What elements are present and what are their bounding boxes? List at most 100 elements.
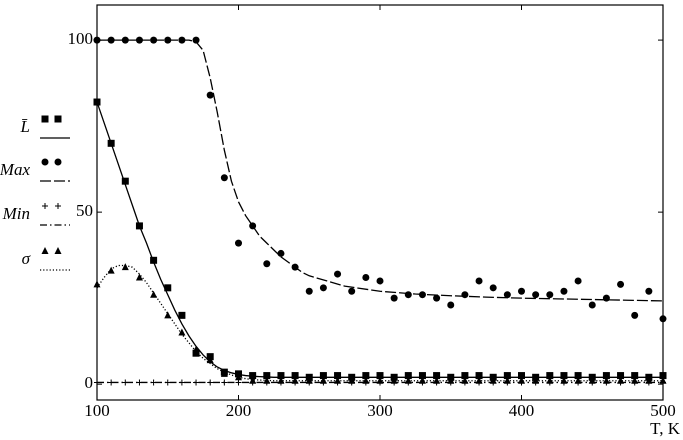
triangle-marker	[447, 376, 455, 384]
triangle-marker	[645, 376, 653, 384]
circle-marker	[390, 294, 398, 302]
triangle-marker	[206, 356, 214, 364]
y-tick-label: 50	[76, 201, 93, 220]
plus-marker	[207, 379, 214, 386]
triangle-marker	[659, 376, 667, 384]
square-marker	[192, 349, 200, 357]
plus-marker	[42, 203, 48, 209]
square-marker	[418, 372, 426, 380]
triangle-marker	[489, 376, 497, 384]
triangle-marker	[532, 376, 540, 384]
square-marker	[433, 372, 441, 380]
triangle-marker	[348, 376, 356, 384]
circle-marker	[560, 287, 568, 295]
circle-marker	[305, 287, 313, 295]
square-marker	[659, 372, 667, 380]
triangle-marker	[263, 376, 271, 384]
circle-marker	[220, 174, 228, 182]
fit-line	[97, 39, 664, 302]
x-tick-label: 100	[84, 401, 110, 420]
triangle-marker	[164, 311, 172, 319]
circle-marker	[532, 291, 540, 299]
triangle-marker	[376, 376, 384, 384]
plus-marker	[55, 203, 61, 209]
circle-marker	[376, 277, 384, 285]
triangle-marker	[503, 376, 511, 384]
square-marker	[150, 256, 158, 264]
triangle-marker	[560, 376, 568, 384]
plus-marker	[136, 379, 143, 386]
triangle-marker	[192, 345, 200, 353]
triangle-marker	[150, 290, 158, 298]
circle-marker	[164, 36, 172, 44]
circle-marker	[235, 239, 242, 247]
x-tick-label: 200	[226, 401, 252, 420]
triangle-marker	[178, 328, 186, 336]
circle-marker	[659, 315, 667, 323]
triangle-marker	[319, 376, 327, 384]
triangle-marker	[334, 376, 342, 384]
fit-line	[96, 101, 663, 378]
x-tick-label: 400	[509, 401, 535, 420]
triangle-marker	[518, 376, 525, 384]
circle-marker	[348, 287, 356, 295]
triangle-marker	[220, 369, 228, 377]
plus-marker	[94, 379, 100, 386]
triangle-marker	[54, 247, 62, 254]
triangle-marker	[277, 376, 285, 384]
plus-marker	[221, 379, 228, 386]
square-marker	[376, 372, 384, 380]
square-marker	[135, 222, 143, 230]
circle-marker	[291, 263, 299, 271]
circle-marker	[54, 158, 62, 166]
square-marker	[178, 311, 186, 319]
circle-marker	[263, 260, 271, 268]
circle-marker	[362, 274, 370, 282]
triangle-marker	[249, 376, 257, 384]
triangle-marker	[93, 280, 101, 288]
circle-marker	[475, 277, 483, 285]
circle-marker	[206, 91, 214, 99]
plus-marker	[108, 379, 115, 386]
circle-marker	[418, 291, 426, 299]
square-marker	[518, 372, 525, 380]
triangle-marker	[631, 376, 639, 384]
x-axis-label: T, K	[650, 419, 681, 438]
legend-label: σ	[22, 249, 31, 268]
circle-marker	[645, 287, 653, 295]
triangle-marker	[574, 376, 582, 384]
legend-label: Max	[0, 160, 30, 179]
triangle-marker	[305, 376, 313, 384]
circle-marker	[192, 36, 200, 44]
square-marker	[121, 177, 129, 185]
triangle-marker	[362, 376, 370, 384]
triangle-marker	[135, 273, 143, 281]
y-tick-label: 100	[68, 29, 94, 48]
circle-marker	[41, 158, 49, 166]
square-marker	[41, 115, 49, 123]
square-marker	[602, 372, 610, 380]
circle-marker	[121, 36, 129, 44]
triangle-marker	[121, 263, 129, 271]
circle-marker	[404, 291, 412, 299]
circle-marker	[93, 36, 101, 44]
square-marker	[546, 372, 554, 380]
circle-marker	[150, 36, 158, 44]
square-marker	[503, 372, 511, 380]
plus-marker	[150, 379, 157, 386]
circle-marker	[334, 270, 342, 278]
x-tick-label: 300	[367, 401, 393, 420]
square-marker	[334, 372, 342, 380]
plus-marker	[235, 379, 242, 386]
triangle-marker	[602, 376, 610, 384]
circle-marker	[503, 291, 511, 299]
triangle-marker	[433, 376, 441, 384]
triangle-marker	[41, 247, 49, 254]
circle-marker	[178, 36, 186, 44]
triangle-marker	[617, 376, 625, 384]
circle-marker	[546, 291, 554, 299]
triangle-marker	[235, 373, 242, 381]
square-marker	[475, 372, 483, 380]
circle-marker	[277, 249, 285, 257]
square-marker	[574, 372, 582, 380]
